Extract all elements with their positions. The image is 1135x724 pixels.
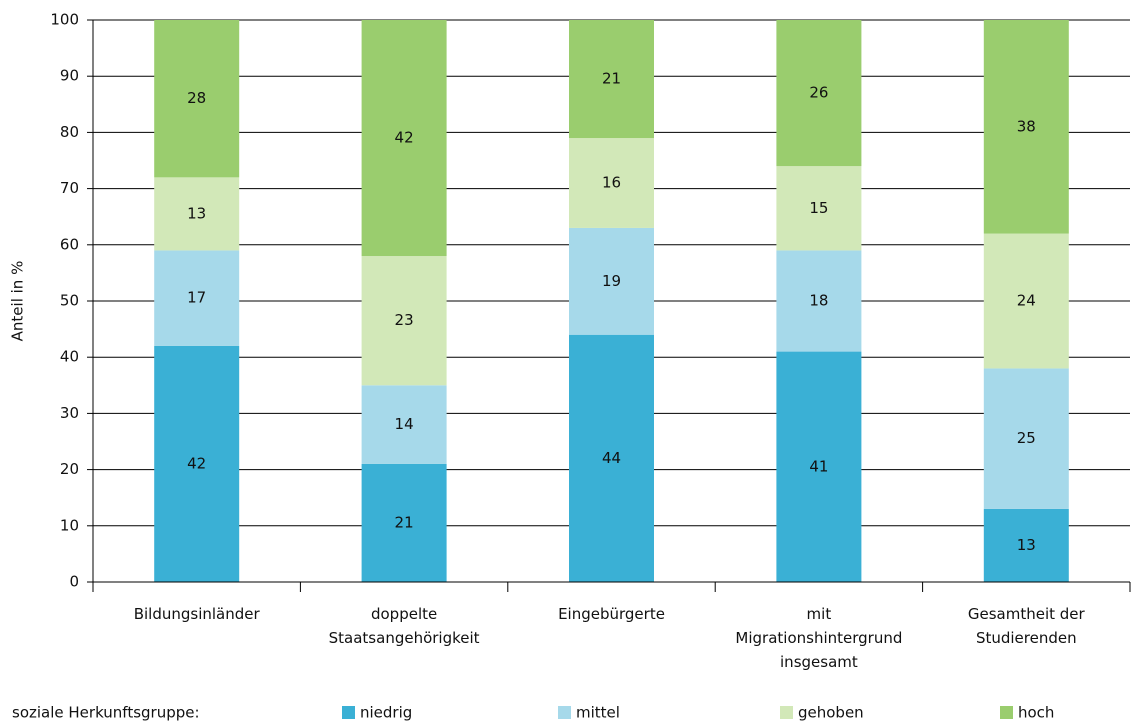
y-tick-label: 80: [60, 123, 79, 141]
data-label: 41: [809, 457, 828, 475]
bar-segment: [154, 250, 240, 346]
y-tick-label: 40: [60, 348, 79, 366]
data-label: 28: [187, 89, 206, 107]
data-label: 17: [187, 289, 206, 307]
data-label: 21: [602, 70, 621, 88]
bar-segment: [154, 20, 240, 178]
bar-segment: [776, 166, 862, 251]
y-tick-label: 20: [60, 460, 79, 478]
bar-segment: [983, 368, 1069, 509]
data-label: 42: [187, 454, 206, 472]
legend-label: niedrig: [360, 704, 412, 722]
x-tick-label: Eingebürgerte: [558, 605, 665, 623]
data-label: 23: [395, 311, 414, 329]
x-tick-label: Bildungsinländer: [133, 605, 260, 623]
bar-segment: [776, 20, 862, 167]
x-tick-label: mit Migrationshintergrund insgesamt: [735, 605, 903, 671]
bar-segment: [569, 20, 654, 139]
y-axis-label: Anteil in %: [9, 261, 27, 342]
data-label: 13: [187, 204, 206, 222]
bar-segment: [776, 351, 862, 582]
y-tick-label: 70: [60, 179, 79, 197]
bar-segment: [569, 227, 654, 335]
bar-segment: [569, 334, 654, 582]
bar-segment: [361, 20, 447, 257]
data-label: 21: [395, 513, 414, 531]
legend-label: mittel: [576, 704, 620, 722]
data-label: 44: [602, 449, 621, 467]
bar-segment: [361, 385, 447, 464]
bar-segment: [569, 138, 654, 228]
legend-title: soziale Herkunftsgruppe:: [12, 704, 200, 722]
data-label: 13: [1017, 536, 1036, 554]
y-tick-label: 30: [60, 404, 79, 422]
legend-swatch: [342, 706, 355, 719]
data-label: 38: [1017, 117, 1036, 135]
data-label: 14: [395, 415, 414, 433]
bar-segment: [361, 256, 447, 386]
data-label: 16: [602, 173, 621, 191]
x-tick-label: Gesamtheit der Studierenden: [967, 605, 1085, 647]
legend-swatch: [780, 706, 793, 719]
bar-segment: [983, 233, 1069, 369]
y-tick-label: 0: [69, 573, 79, 591]
x-tick-label: doppelte Staatsangehörigkeit: [328, 605, 480, 647]
y-tick-label: 50: [60, 292, 79, 310]
data-label: 42: [395, 129, 414, 147]
data-label: 15: [809, 199, 828, 217]
bar-segment: [154, 177, 240, 251]
legend-swatch: [558, 706, 571, 719]
y-tick-label: 90: [60, 67, 79, 85]
legend-swatch: [1000, 706, 1013, 719]
data-label: 18: [809, 292, 828, 310]
y-tick-label: 100: [50, 11, 79, 29]
bar-segment: [983, 508, 1069, 582]
legend-label: hoch: [1018, 704, 1054, 722]
bar-segment: [154, 345, 240, 582]
data-label: 19: [602, 272, 621, 290]
y-tick-label: 10: [60, 516, 79, 534]
bar-segment: [983, 20, 1069, 234]
bar-segment: [776, 250, 862, 352]
bar-segment: [361, 463, 447, 582]
data-label: 24: [1017, 292, 1036, 310]
y-tick-label: 60: [60, 235, 79, 253]
data-label: 26: [809, 84, 828, 102]
legend-label: gehoben: [798, 704, 864, 722]
data-label: 25: [1017, 429, 1036, 447]
